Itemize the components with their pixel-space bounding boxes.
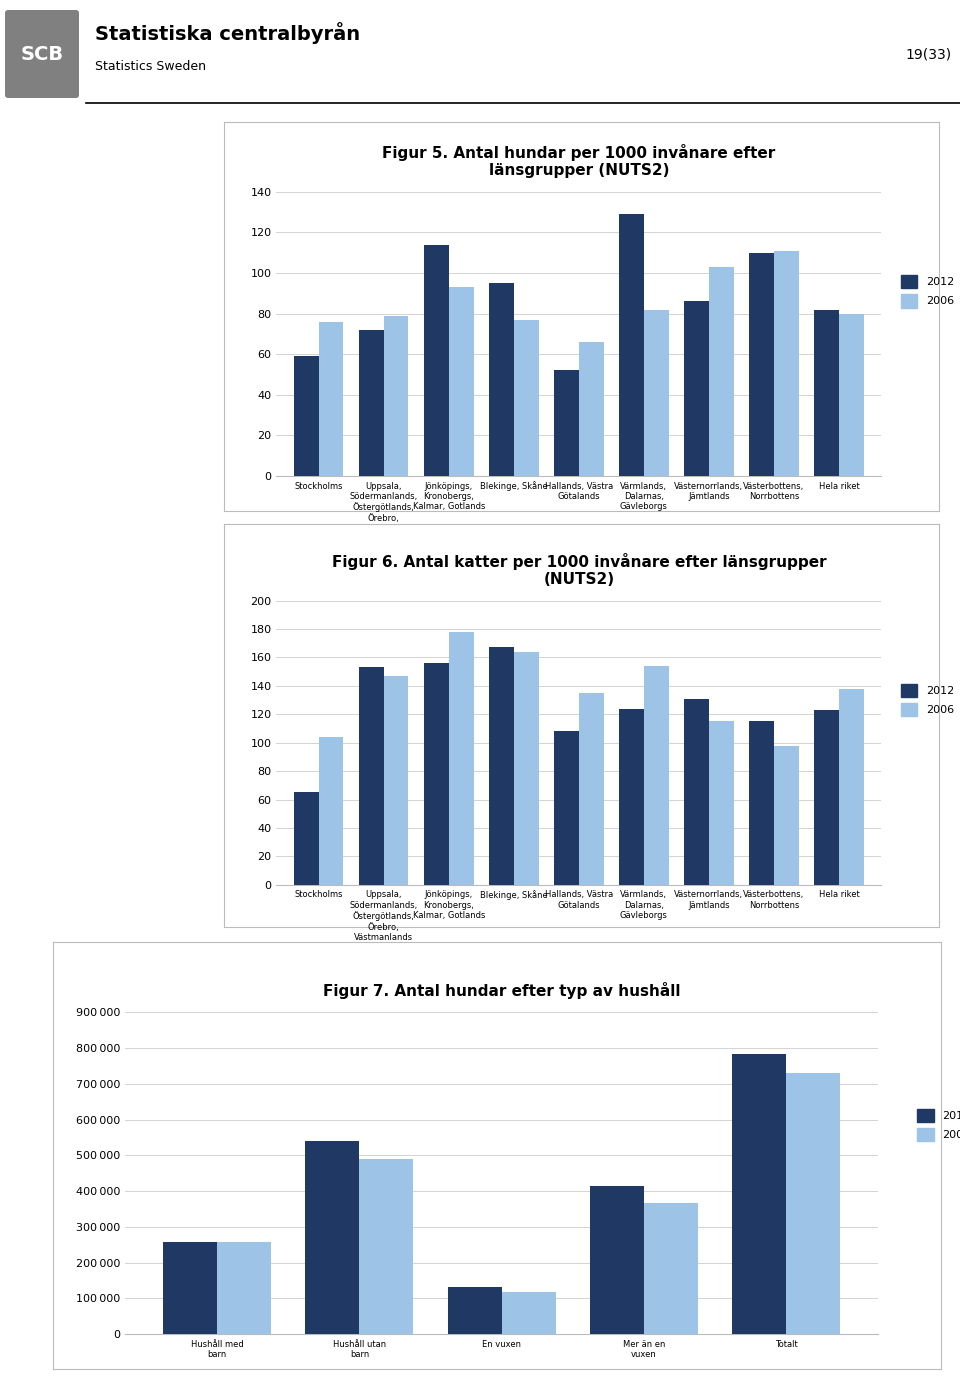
Bar <box>579 342 604 476</box>
FancyBboxPatch shape <box>5 10 79 98</box>
Bar <box>359 668 384 885</box>
Bar <box>684 699 708 885</box>
Bar <box>449 287 473 476</box>
Bar <box>684 301 708 476</box>
Bar <box>774 251 799 476</box>
Bar <box>774 746 799 885</box>
Bar <box>501 1292 556 1334</box>
Bar <box>449 631 473 885</box>
Bar <box>384 315 409 476</box>
Text: SCB: SCB <box>20 45 63 63</box>
Bar <box>424 245 449 476</box>
Bar <box>319 736 344 885</box>
Text: Statistics Sweden: Statistics Sweden <box>95 60 206 73</box>
Bar <box>319 322 344 476</box>
Bar <box>359 1159 414 1334</box>
Title: Figur 5. Antal hundar per 1000 invånare efter
länsgrupper (NUTS2): Figur 5. Antal hundar per 1000 invånare … <box>382 144 776 178</box>
Bar <box>749 252 774 476</box>
Bar <box>814 309 839 476</box>
Bar <box>514 652 539 885</box>
Bar <box>589 1186 644 1334</box>
Bar <box>305 1141 359 1334</box>
Bar <box>424 664 449 885</box>
Bar <box>163 1242 217 1334</box>
Bar <box>384 676 409 885</box>
Bar <box>814 710 839 885</box>
Bar <box>359 330 384 476</box>
Legend: 2012, 2006: 2012, 2006 <box>900 683 954 717</box>
Bar <box>619 708 644 885</box>
Bar <box>839 314 864 476</box>
Bar <box>447 1287 501 1334</box>
Bar <box>644 666 668 885</box>
Bar <box>839 689 864 885</box>
Bar <box>514 319 539 476</box>
Legend: 2012, 2006: 2012, 2006 <box>900 274 954 308</box>
Bar <box>554 371 579 476</box>
Text: Statistiska centralbyrån: Statistiska centralbyrån <box>95 22 360 43</box>
Bar <box>732 1054 786 1334</box>
Bar <box>644 309 668 476</box>
Text: 19(33): 19(33) <box>906 48 952 62</box>
Bar <box>554 731 579 885</box>
Bar <box>786 1072 840 1334</box>
Bar <box>490 283 514 476</box>
Bar <box>708 267 733 476</box>
Bar <box>619 214 644 476</box>
Bar <box>217 1242 272 1334</box>
Bar <box>749 721 774 885</box>
Legend: 2012, 2006: 2012, 2006 <box>917 1109 960 1141</box>
Bar <box>644 1203 698 1334</box>
Bar <box>294 792 319 885</box>
Bar <box>579 693 604 885</box>
Bar <box>490 647 514 885</box>
Bar <box>294 356 319 476</box>
Title: Figur 6. Antal katter per 1000 invånare efter länsgrupper
(NUTS2): Figur 6. Antal katter per 1000 invånare … <box>331 553 827 587</box>
Bar <box>708 721 733 885</box>
Title: Figur 7. Antal hundar efter typ av hushåll: Figur 7. Antal hundar efter typ av hushå… <box>323 981 681 998</box>
